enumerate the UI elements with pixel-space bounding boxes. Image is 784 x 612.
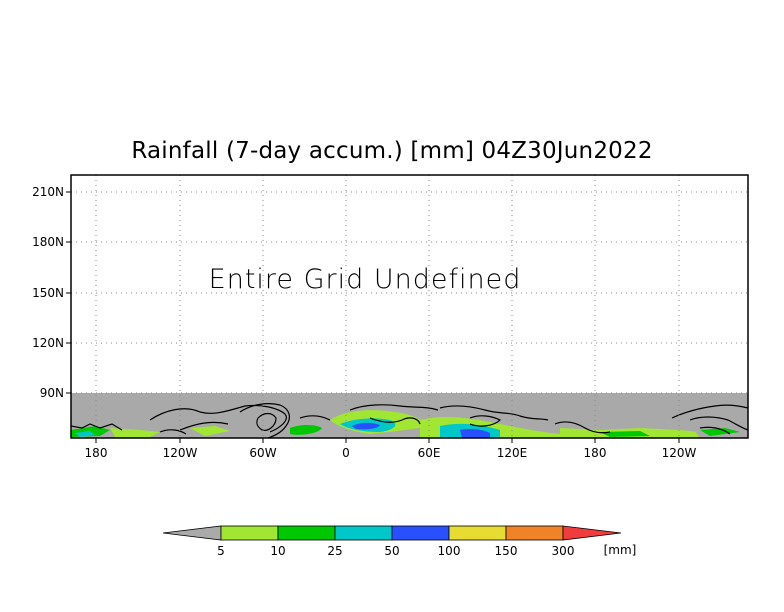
- lon-axis: [95, 438, 680, 443]
- lon-tick-label: 120W: [662, 446, 697, 460]
- lat-tick-label: 210N: [32, 185, 64, 199]
- lat-tick-label: 120N: [32, 336, 64, 350]
- undefined-grid-message: Entire Grid Undefined: [209, 264, 522, 295]
- lon-tick-label: 180: [584, 446, 607, 460]
- colorbar: [162, 525, 622, 541]
- lon-tick-label: 60E: [418, 446, 441, 460]
- colorbar-label: 50: [384, 544, 399, 558]
- colorbar-label: 300: [552, 544, 575, 558]
- lat-tick-label: 180N: [32, 235, 64, 249]
- lat-axis: [66, 191, 71, 394]
- coastlines: [70, 403, 749, 439]
- colorbar-segment: [505, 525, 564, 541]
- colorbar-unit: [mm]: [604, 543, 637, 557]
- colorbar-segment: [448, 525, 507, 541]
- colorbar-segment: [220, 525, 279, 541]
- colorbar-segment: [391, 525, 450, 541]
- colorbar-low-arrow: [162, 525, 222, 541]
- colorbar-label: 5: [217, 544, 225, 558]
- lon-tick-label: 120W: [163, 446, 198, 460]
- map-frame: [70, 174, 749, 439]
- lon-tick-label: 60W: [249, 446, 276, 460]
- colorbar-segment: [277, 525, 336, 541]
- colorbar-segment: [334, 525, 393, 541]
- colorbar-high-arrow: [562, 525, 622, 541]
- colorbar-label: 100: [438, 544, 461, 558]
- lon-tick-label: 120E: [497, 446, 528, 460]
- lon-tick-label: 180: [85, 446, 108, 460]
- lat-tick-label: 150N: [32, 286, 64, 300]
- colorbar-label: 150: [495, 544, 518, 558]
- colorbar-label: 25: [327, 544, 342, 558]
- lon-tick-label: 0: [342, 446, 350, 460]
- lat-tick-label: 90N: [40, 386, 64, 400]
- map-title: Rainfall (7-day accum.) [mm] 04Z30Jun202…: [131, 138, 653, 164]
- colorbar-label: 10: [270, 544, 285, 558]
